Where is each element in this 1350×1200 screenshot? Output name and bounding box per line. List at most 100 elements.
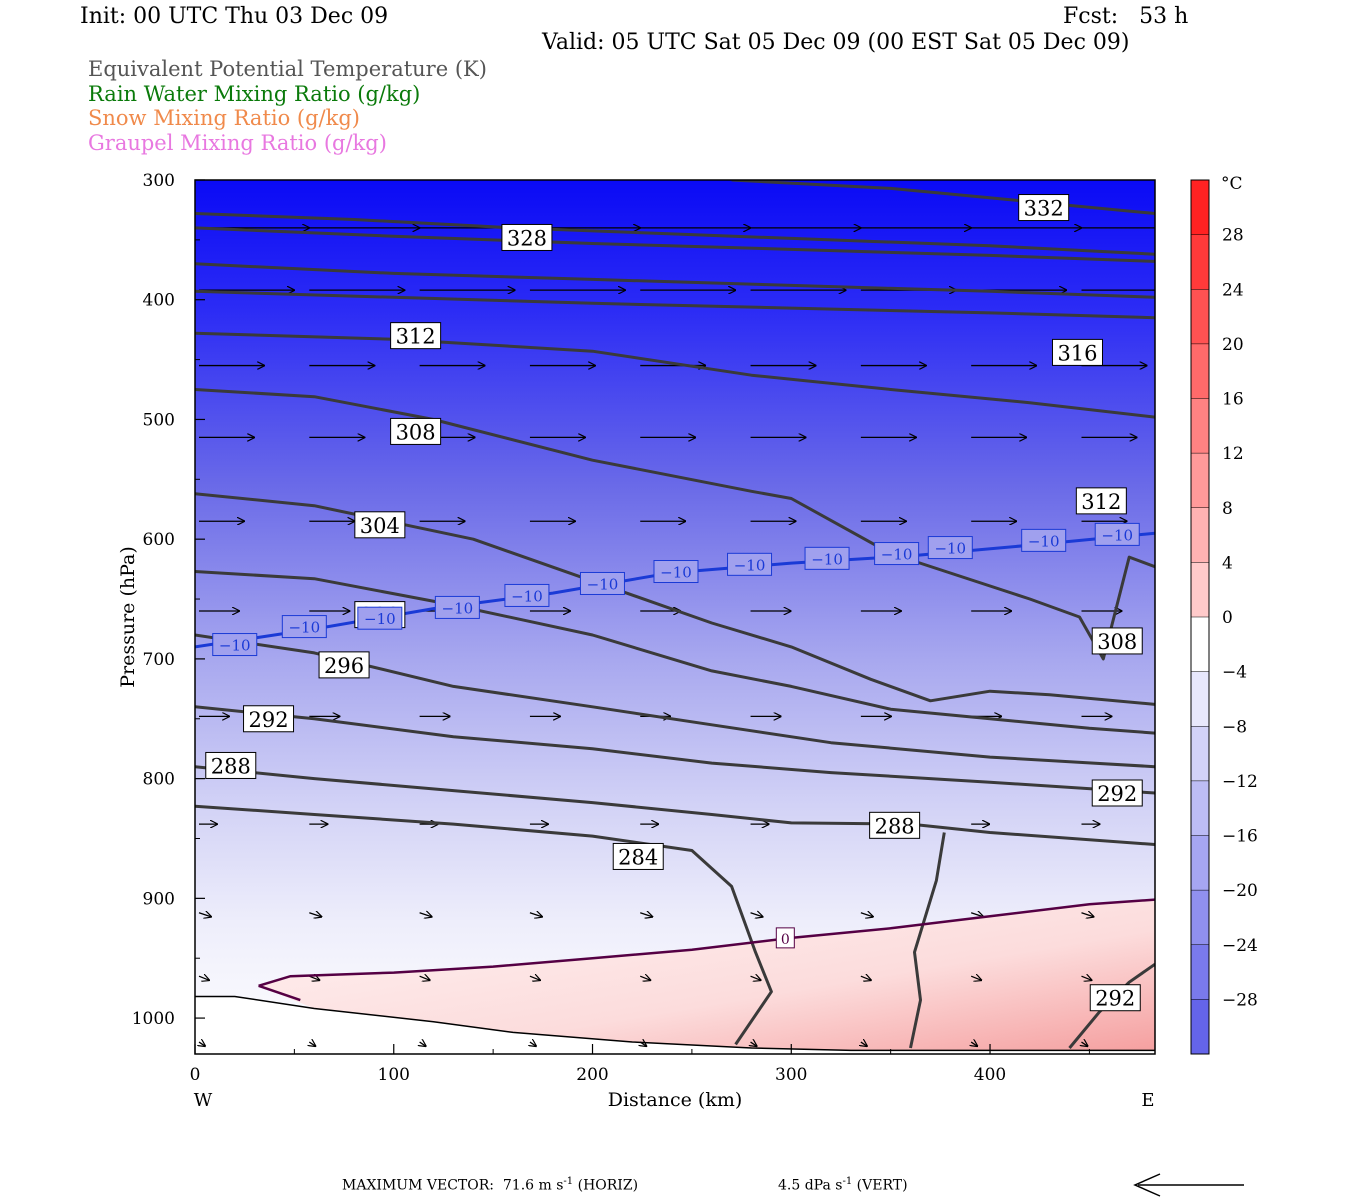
svg-text:−10: −10 bbox=[734, 556, 766, 574]
ground-surface bbox=[195, 995, 1155, 1052]
svg-text:332: 332 bbox=[1024, 197, 1064, 221]
colorbar-tick-label: 12 bbox=[1222, 444, 1244, 464]
colorbar-tick-label: 20 bbox=[1222, 335, 1244, 355]
theta-e-contour bbox=[195, 765, 1155, 846]
svg-text:316: 316 bbox=[1057, 341, 1097, 365]
y-axis-label: Pressure (hPa) bbox=[117, 546, 139, 688]
wind-vector bbox=[970, 976, 981, 980]
colorbar-tick-label: −24 bbox=[1222, 936, 1258, 956]
valid-time: Valid: 05 UTC Sat 05 Dec 09 (00 EST Sat … bbox=[542, 30, 1130, 55]
svg-text:0: 0 bbox=[781, 932, 790, 948]
colorbar-swatch bbox=[1191, 453, 1209, 509]
theta-e-contour bbox=[195, 226, 1155, 263]
isotherm-zero bbox=[258, 898, 1155, 987]
colorbar-tick-label: −8 bbox=[1222, 717, 1247, 737]
wind-vector bbox=[751, 1042, 757, 1046]
theta-e-label: 332 bbox=[1018, 194, 1070, 222]
colorbar-tick-label: 4 bbox=[1222, 553, 1233, 573]
theta-e-label: 328 bbox=[501, 223, 553, 251]
theta-e-label: 292 bbox=[1089, 984, 1141, 1012]
theta-e-contour bbox=[909, 832, 946, 1049]
wind-vector bbox=[309, 913, 321, 917]
colorbar-tick-label: 0 bbox=[1222, 608, 1233, 628]
wind-vector bbox=[420, 1042, 426, 1046]
svg-text:−10: −10 bbox=[881, 546, 913, 564]
y-tick-label: 300 bbox=[143, 171, 175, 191]
x-tick-label: 400 bbox=[974, 1065, 1006, 1085]
svg-text:−10: −10 bbox=[811, 550, 843, 568]
y-tick-label: 900 bbox=[143, 889, 175, 909]
wind-vector bbox=[309, 976, 319, 980]
wind-vector bbox=[419, 976, 430, 980]
svg-text:−10: −10 bbox=[587, 575, 619, 593]
colorbar-swatch bbox=[1191, 289, 1209, 345]
wind-vector bbox=[750, 976, 761, 980]
forecast-hour: Fcst: 53 h bbox=[1063, 4, 1189, 29]
colorbar-swatch bbox=[1191, 562, 1209, 618]
max-vector-horiz: MAXIMUM VECTOR: 71.6 m s-1 (HORIZ) bbox=[342, 1176, 639, 1194]
y-tick-label: 800 bbox=[143, 770, 175, 790]
wind-vector bbox=[860, 976, 871, 980]
colorbar-swatch bbox=[1191, 180, 1209, 236]
x-tick-label: 200 bbox=[576, 1065, 608, 1085]
y-tick-label: 700 bbox=[143, 650, 175, 670]
colorbar-swatch bbox=[1191, 398, 1209, 454]
colorbar-tick-label: −12 bbox=[1222, 772, 1258, 792]
isotherm-minus10-label: −10 bbox=[653, 560, 699, 584]
theta-e-label: 288 bbox=[205, 751, 257, 779]
theta-e-label: 316 bbox=[1051, 338, 1103, 366]
colorbar-unit: °C bbox=[1221, 174, 1243, 194]
isotherm-zero-label: 0 bbox=[775, 927, 795, 949]
isotherm-minus10-label: −10 bbox=[281, 615, 327, 639]
colorbar-tick-label: −16 bbox=[1222, 827, 1258, 847]
plot-frame bbox=[194, 179, 1156, 1055]
isotherm-minus10-label: −10 bbox=[927, 536, 973, 560]
colorbar-tick-label: −28 bbox=[1222, 990, 1258, 1010]
wind-vector bbox=[419, 913, 432, 917]
x-tick-label: 0 bbox=[190, 1065, 201, 1085]
wind-vector bbox=[529, 913, 542, 917]
y-tick-label: 500 bbox=[143, 410, 175, 430]
colorbar-swatch bbox=[1191, 835, 1209, 891]
svg-text:−10: −10 bbox=[288, 619, 320, 637]
svg-text:−10: −10 bbox=[219, 637, 251, 655]
colorbar-tick-label: −4 bbox=[1222, 663, 1247, 683]
isotherm-minus10-label: −10 bbox=[579, 571, 625, 595]
svg-text:304: 304 bbox=[360, 514, 400, 538]
colorbar-swatch bbox=[1191, 507, 1209, 563]
wind-vector bbox=[530, 1042, 536, 1046]
isotherm-minus10-label: −10 bbox=[1094, 522, 1140, 546]
legend-graupel: Graupel Mixing Ratio (g/kg) bbox=[88, 131, 387, 155]
isotherm-minus10-label: −10 bbox=[1021, 528, 1067, 552]
colorbar-swatch bbox=[1191, 343, 1209, 399]
isotherm-minus10-label: −10 bbox=[434, 595, 480, 619]
isotherm-minus10-label: −10 bbox=[504, 583, 550, 607]
colorbar-swatch bbox=[1191, 671, 1209, 727]
max-vector-vert: 4.5 dPa s-1 (VERT) bbox=[778, 1176, 908, 1194]
colorbar-swatch bbox=[1191, 780, 1209, 836]
x-tick-label: 100 bbox=[378, 1065, 410, 1085]
wind-vector bbox=[1081, 976, 1091, 980]
svg-text:284: 284 bbox=[618, 845, 658, 869]
svg-text:−10: −10 bbox=[934, 540, 966, 558]
theta-e-label: 296 bbox=[318, 651, 370, 679]
above-freezing-shading bbox=[258, 899, 1155, 1051]
below-ground-mask bbox=[195, 996, 1155, 1054]
wind-vector bbox=[309, 1042, 315, 1046]
theta-e-label: 292 bbox=[1091, 779, 1143, 807]
wind-vector bbox=[529, 976, 540, 980]
svg-text:292: 292 bbox=[1095, 987, 1135, 1011]
svg-text:−10: −10 bbox=[1101, 526, 1133, 544]
wind-vector bbox=[640, 976, 650, 980]
colorbar-tick-label: 28 bbox=[1222, 226, 1244, 246]
wind-vector bbox=[199, 1042, 205, 1046]
wind-vector bbox=[1081, 1042, 1087, 1046]
east-label: E bbox=[1141, 1090, 1154, 1111]
wind-vector bbox=[198, 913, 211, 917]
colorbar-tick-label: 24 bbox=[1222, 280, 1244, 300]
theta-e-contour bbox=[195, 289, 1155, 320]
svg-text:296: 296 bbox=[324, 654, 364, 678]
theta-e-label: 304 bbox=[354, 511, 406, 539]
isotherm-minus10-label: −10 bbox=[212, 633, 258, 657]
